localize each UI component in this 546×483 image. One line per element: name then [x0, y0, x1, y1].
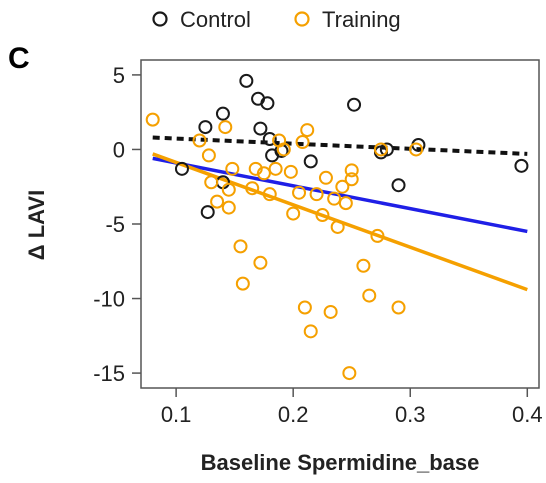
- point-training: [318, 170, 333, 185]
- point-training: [373, 142, 388, 157]
- point-control: [262, 132, 277, 147]
- plot-area: [140, 59, 540, 389]
- point-training: [225, 161, 240, 176]
- point-training: [409, 142, 424, 157]
- point-training: [218, 120, 233, 135]
- point-training: [235, 276, 250, 291]
- point-training: [253, 255, 268, 270]
- y-tick-label: -5: [105, 212, 125, 237]
- legend-marker-control: [152, 11, 168, 27]
- point-control: [260, 96, 275, 111]
- x-axis: 0.1 0.2 0.3 0.4: [161, 388, 543, 427]
- y-tick-label: -15: [93, 361, 125, 386]
- point-training: [221, 182, 236, 197]
- point-control: [303, 154, 318, 169]
- point-control: [253, 121, 268, 136]
- point-training: [201, 148, 216, 163]
- point-control: [514, 158, 529, 173]
- point-training: [344, 172, 359, 187]
- point-training: [327, 191, 342, 206]
- fit-line-control: [152, 135, 528, 156]
- point-training: [245, 181, 260, 196]
- point-control: [174, 161, 189, 176]
- point-training: [233, 239, 248, 254]
- point-training: [338, 196, 353, 211]
- x-tick-label: 0.3: [395, 402, 426, 427]
- fit-lines: [152, 135, 528, 292]
- y-axis-title: Δ LAVI: [24, 190, 49, 260]
- point-training: [300, 123, 315, 138]
- point-training: [268, 161, 283, 176]
- point-training: [221, 200, 236, 215]
- point-training: [303, 324, 318, 339]
- y-tick-label: 0: [113, 137, 125, 162]
- point-training: [283, 164, 298, 179]
- x-tick-label: 0.2: [278, 402, 309, 427]
- legend-label-training: Training: [322, 7, 401, 32]
- x-tick-label: 0.4: [512, 402, 543, 427]
- point-training: [292, 185, 307, 200]
- legend-marker-training: [294, 11, 310, 27]
- point-training: [391, 300, 406, 315]
- y-axis: -15 -10 -5 0 5: [93, 63, 141, 386]
- point-control: [391, 178, 406, 193]
- legend: Control Training: [152, 7, 401, 32]
- legend-label-control: Control: [180, 7, 251, 32]
- point-training: [330, 219, 345, 234]
- point-training: [297, 300, 312, 315]
- point-training: [276, 142, 291, 157]
- point-control: [215, 106, 230, 121]
- point-control: [239, 73, 254, 88]
- point-training: [286, 206, 301, 221]
- point-training: [248, 161, 263, 176]
- point-training: [210, 194, 225, 209]
- x-tick-label: 0.1: [161, 402, 192, 427]
- point-training: [145, 112, 160, 127]
- point-training: [204, 175, 219, 190]
- point-training: [370, 228, 385, 243]
- point-training: [344, 163, 359, 178]
- point-control: [347, 97, 362, 112]
- point-training: [309, 187, 324, 202]
- y-tick-label: 5: [113, 63, 125, 88]
- data-points: [145, 73, 529, 381]
- x-axis-title: Baseline Spermidine_base: [201, 450, 480, 475]
- point-training: [335, 179, 350, 194]
- point-training: [356, 258, 371, 273]
- point-training: [315, 208, 330, 223]
- panel-label: C: [8, 42, 30, 75]
- point-training: [323, 304, 338, 319]
- y-tick-label: -10: [93, 287, 125, 312]
- point-control: [198, 120, 213, 135]
- point-control: [200, 205, 215, 220]
- point-training: [295, 135, 310, 149]
- point-training: [262, 187, 277, 202]
- point-control: [379, 142, 394, 157]
- point-training: [256, 166, 271, 181]
- point-training: [362, 288, 377, 303]
- point-training: [342, 366, 357, 381]
- point-training: [192, 133, 207, 148]
